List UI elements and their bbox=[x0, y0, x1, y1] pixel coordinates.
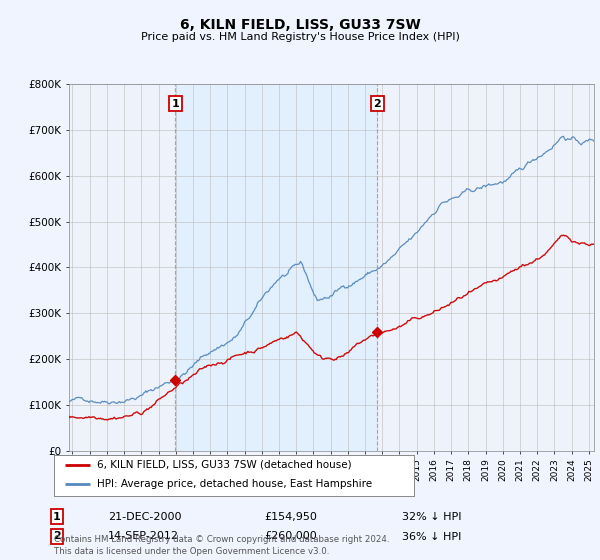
Text: 1: 1 bbox=[53, 512, 61, 522]
Text: £154,950: £154,950 bbox=[264, 512, 317, 522]
Text: 2: 2 bbox=[373, 99, 381, 109]
Text: £260,000: £260,000 bbox=[264, 531, 317, 542]
Text: 14-SEP-2012: 14-SEP-2012 bbox=[108, 531, 179, 542]
Text: 2: 2 bbox=[53, 531, 61, 542]
Text: HPI: Average price, detached house, East Hampshire: HPI: Average price, detached house, East… bbox=[97, 479, 373, 489]
Text: 1: 1 bbox=[172, 99, 179, 109]
Bar bbox=[175, 84, 377, 451]
Text: Price paid vs. HM Land Registry's House Price Index (HPI): Price paid vs. HM Land Registry's House … bbox=[140, 32, 460, 42]
Text: 6, KILN FIELD, LISS, GU33 7SW (detached house): 6, KILN FIELD, LISS, GU33 7SW (detached … bbox=[97, 460, 352, 470]
Text: 6, KILN FIELD, LISS, GU33 7SW: 6, KILN FIELD, LISS, GU33 7SW bbox=[179, 18, 421, 32]
Text: 36% ↓ HPI: 36% ↓ HPI bbox=[402, 531, 461, 542]
Text: 21-DEC-2000: 21-DEC-2000 bbox=[108, 512, 182, 522]
Text: Contains HM Land Registry data © Crown copyright and database right 2024.
This d: Contains HM Land Registry data © Crown c… bbox=[54, 535, 389, 556]
Text: 32% ↓ HPI: 32% ↓ HPI bbox=[402, 512, 461, 522]
